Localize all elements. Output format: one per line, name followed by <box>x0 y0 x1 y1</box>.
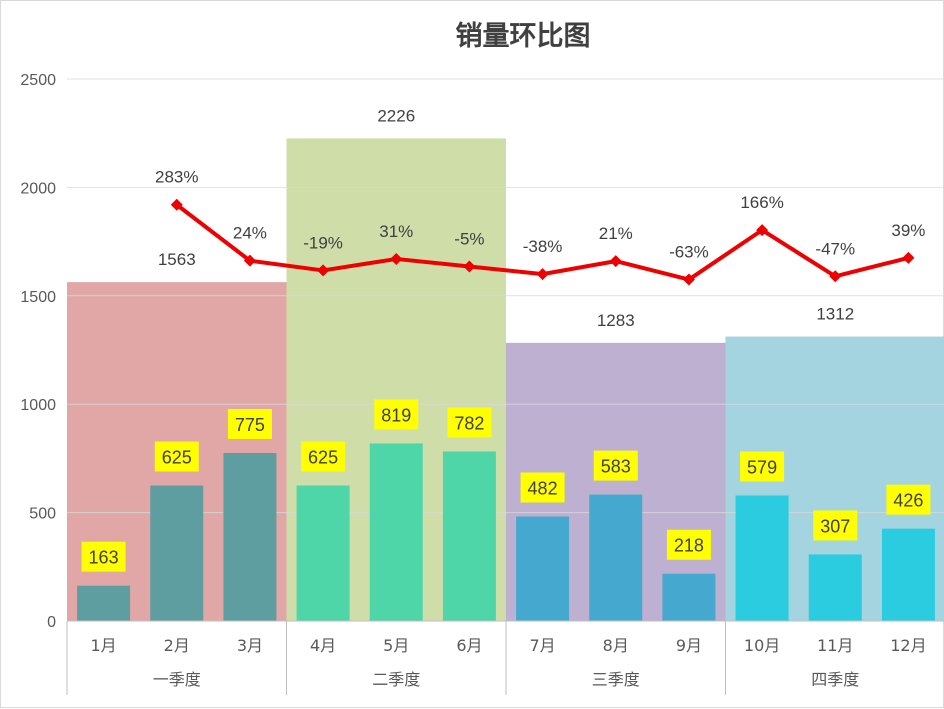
y-tick-label: 2000 <box>20 180 56 197</box>
x-tick-label: 2月 <box>164 636 190 655</box>
data-label: 782 <box>454 413 484 433</box>
data-label: 163 <box>89 548 119 568</box>
data-label: 775 <box>235 415 265 435</box>
quarter-total-label: 1563 <box>158 250 196 269</box>
data-label: 625 <box>162 448 192 468</box>
chart-title: 销量环比图 <box>456 21 591 52</box>
x-tick-label: 10月 <box>744 636 780 655</box>
ratio-label: 166% <box>740 193 783 212</box>
bar-6月 <box>443 451 496 621</box>
data-label: 426 <box>893 491 923 511</box>
ratio-line: 283% 24% -19% 31% -5% -38% 21% -63% 166% -47% 39% <box>155 168 925 286</box>
x-tick-label: 5月 <box>383 636 409 655</box>
y-tick-label: 2500 <box>20 72 56 89</box>
y-tick-label: 1000 <box>20 397 56 414</box>
x-tick-label: 1月 <box>90 636 116 655</box>
data-label: 482 <box>528 479 558 499</box>
data-label: 579 <box>747 457 777 477</box>
x-tick-label: 9月 <box>676 636 702 655</box>
quarter-total-label: 1312 <box>816 305 854 324</box>
data-label: 583 <box>601 457 631 477</box>
quarter-label: 一季度 <box>153 670 201 689</box>
bar-10月 <box>736 495 789 621</box>
ratio-label: 283% <box>155 168 198 187</box>
bar-9月 <box>662 574 715 621</box>
data-label: 625 <box>308 448 338 468</box>
ratio-label: -5% <box>454 230 484 249</box>
ratio-label: 39% <box>891 221 925 240</box>
quarter-total-label: 1283 <box>597 311 635 330</box>
data-label: 307 <box>820 516 850 536</box>
ratio-label: -38% <box>523 237 563 256</box>
x-tick-label: 4月 <box>310 636 336 655</box>
x-tick-label: 3月 <box>237 636 263 655</box>
bar-4月 <box>297 486 350 622</box>
x-tick-label: 6月 <box>456 636 482 655</box>
quarter-label: 四季度 <box>811 670 859 689</box>
bar-5月 <box>370 443 423 621</box>
y-tick-label: 1500 <box>20 289 56 306</box>
ratio-label: 31% <box>379 222 413 241</box>
bar-2月 <box>150 486 203 622</box>
ratio-label: 21% <box>599 224 633 243</box>
x-tick-label: 12月 <box>890 636 926 655</box>
quarter-total-label: 2226 <box>377 106 415 125</box>
x-tick-label: 8月 <box>603 636 629 655</box>
quarter-label: 二季度 <box>372 670 420 689</box>
bar-8月 <box>589 495 642 621</box>
data-label: 819 <box>381 405 411 425</box>
data-label: 218 <box>674 536 704 556</box>
ratio-label: -19% <box>303 233 343 252</box>
bar-3月 <box>223 453 276 621</box>
bar-12月 <box>882 529 935 621</box>
ratio-point <box>610 255 622 267</box>
bar-1月 <box>77 586 130 621</box>
ratio-point <box>902 252 914 264</box>
quarter-label: 三季度 <box>592 670 640 689</box>
ratio-label: -47% <box>815 239 855 258</box>
y-tick-label: 0 <box>47 614 56 631</box>
ratio-label: 24% <box>233 224 267 243</box>
x-tick-label: 11月 <box>817 636 853 655</box>
bar-7月 <box>516 517 569 621</box>
x-tick-label: 7月 <box>529 636 555 655</box>
bar-11月 <box>809 554 862 621</box>
ratio-point <box>537 268 549 280</box>
y-tick-label: 500 <box>29 506 56 523</box>
ratio-label: -63% <box>669 243 709 262</box>
